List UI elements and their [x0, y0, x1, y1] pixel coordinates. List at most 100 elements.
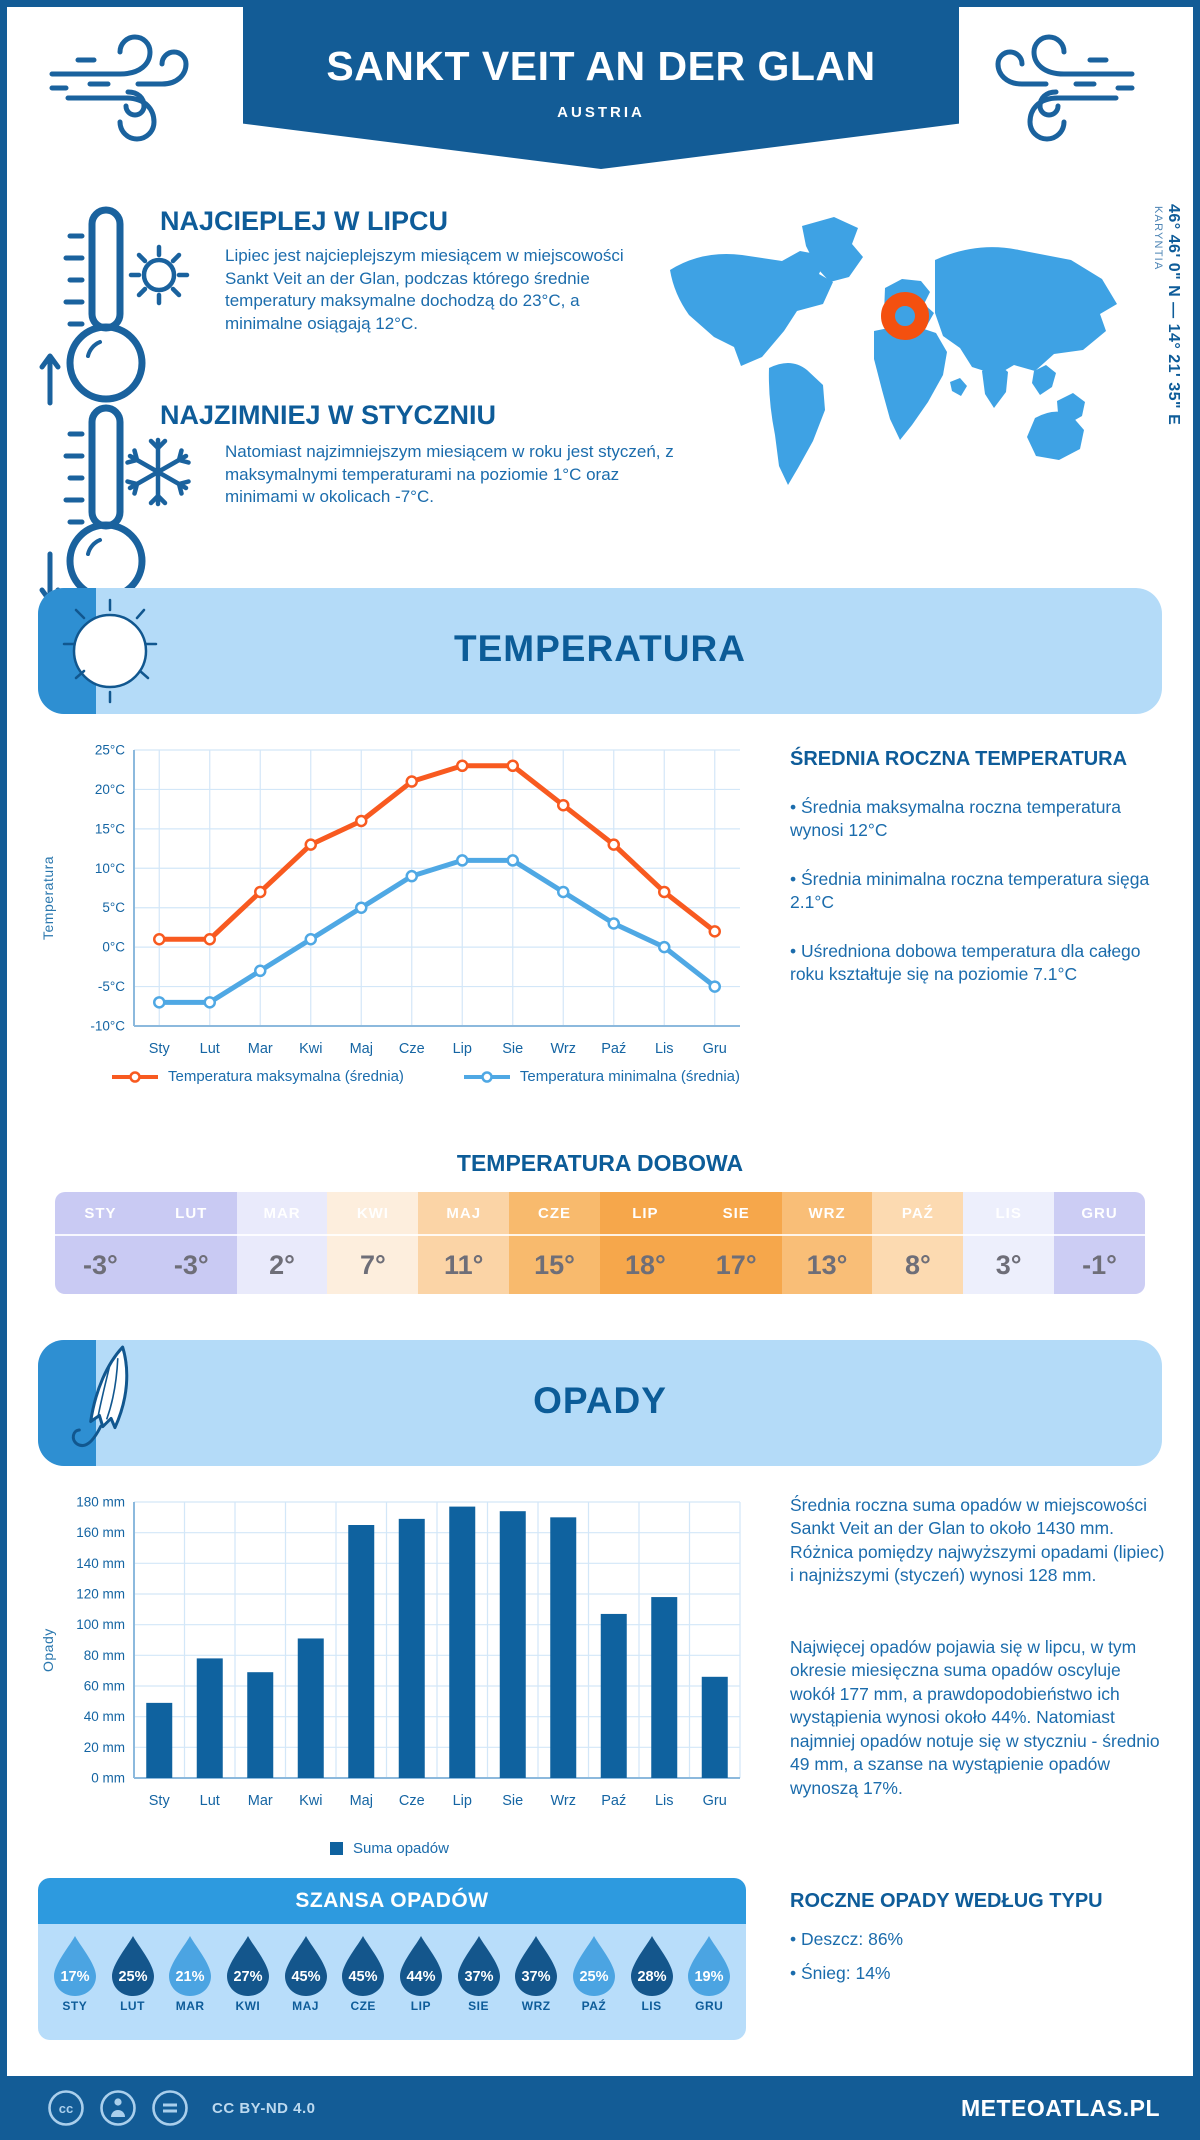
precipitation-section-banner: OPADY — [38, 1340, 1162, 1466]
svg-text:37%: 37% — [522, 1969, 551, 1985]
temp-chart-legend: Temperatura maksymalna (średnia) Tempera… — [112, 1068, 740, 1085]
legend-square-icon — [330, 1842, 343, 1855]
daily-temp-value: 17° — [715, 1249, 757, 1280]
svg-text:Sie: Sie — [502, 1041, 523, 1057]
droplet-icon: 45% — [284, 1936, 327, 1996]
svg-text:100 mm: 100 mm — [76, 1617, 125, 1632]
coordinates-text: 46° 46' 0" N — 14° 21' 35" E — [1165, 204, 1182, 426]
svg-text:0°C: 0°C — [102, 940, 125, 955]
daily-temp-cell: PAŹ 8° — [872, 1192, 964, 1294]
daily-temp-cell: KWI 7° — [327, 1192, 419, 1294]
svg-text:5°C: 5°C — [102, 900, 125, 915]
svg-text:25°C: 25°C — [95, 743, 125, 758]
svg-text:Sty: Sty — [149, 1793, 171, 1809]
droplet-item: 37% WRZ — [507, 1934, 565, 2040]
warmest-text: Lipiec jest najcieplejszym miesiącem w m… — [225, 246, 624, 333]
svg-text:44%: 44% — [406, 1969, 435, 1985]
droplet-month-label: LIS — [641, 1999, 662, 2013]
thermometer-warm-icon — [39, 206, 146, 406]
precipitation-chart: 0 mm 20 mm 40 mm 60 mm 80 mm 100 mm 120 mm 140 … — [72, 1488, 752, 1823]
svg-text:Mar: Mar — [248, 1041, 273, 1057]
brand-label: METEOATLAS.PL — [960, 2094, 1160, 2121]
daily-temp-month: CZE — [509, 1192, 600, 1236]
daily-temp-month: MAR — [236, 1192, 328, 1236]
droplet-icon: 25% — [572, 1936, 615, 1996]
svg-text:0 mm: 0 mm — [91, 1771, 125, 1786]
svg-text:15°C: 15°C — [95, 821, 125, 836]
svg-text:80 mm: 80 mm — [84, 1648, 125, 1663]
svg-text:20°C: 20°C — [95, 782, 125, 797]
svg-text:140 mm: 140 mm — [76, 1556, 125, 1571]
license-label: CC BY-ND 4.0 — [212, 2099, 316, 2117]
droplet-item: 19% GRU — [680, 1934, 738, 2040]
temperature-section-title: TEMPERATURA — [454, 628, 746, 669]
svg-text:45%: 45% — [291, 1969, 320, 1985]
precip-paragraph-1: Średnia roczna suma opadów w miejscowośc… — [790, 1495, 1165, 1586]
attribution-icon — [100, 2090, 136, 2126]
svg-text:Lis: Lis — [655, 1793, 674, 1809]
precip-type-heading: ROCZNE OPADY WEDŁUG TYPU — [790, 1890, 1103, 1912]
svg-text:Sty: Sty — [149, 1041, 171, 1057]
no-derivatives-icon — [152, 2090, 188, 2126]
precip-type-bullet-1: • Deszcz: 86% — [790, 1929, 904, 1949]
wind-icon — [49, 34, 189, 142]
page-border-top — [0, 0, 1200, 7]
svg-text:Wrz: Wrz — [550, 1041, 576, 1057]
svg-text:28%: 28% — [637, 1969, 666, 1985]
svg-text:120 mm: 120 mm — [76, 1587, 125, 1602]
temperature-chart: -10°C -5°C 0°C 5°C 10°C 15°C 20°C 25°C Sty Lut Mar… — [72, 736, 752, 1071]
legend-min-temp: Temperatura minimalna (średnia) — [463, 1068, 740, 1085]
daily-temp-value: -1° — [1082, 1249, 1117, 1280]
daily-temp-value: 15° — [534, 1249, 575, 1280]
svg-text:Paź: Paź — [601, 1041, 626, 1057]
temperature-section-banner: TEMPERATURA — [38, 588, 1162, 714]
sun-small-icon — [128, 244, 190, 306]
daily-temp-title: TEMPERATURA DOBOWA — [456, 1150, 744, 1176]
svg-text:Maj: Maj — [350, 1793, 373, 1809]
location-marker — [881, 292, 929, 340]
droplet-icon: 45% — [342, 1936, 385, 1996]
daily-temp-cell: STY -3° — [55, 1192, 146, 1294]
svg-text:-10°C: -10°C — [90, 1019, 125, 1034]
svg-text:cc: cc — [59, 2101, 73, 2116]
svg-text:37%: 37% — [464, 1969, 493, 1985]
daily-temp-cell: MAJ 11° — [418, 1192, 510, 1294]
daily-temp-value: 3° — [995, 1249, 1022, 1280]
droplet-icon: 37% — [515, 1936, 558, 1996]
droplet-icon: 21% — [169, 1936, 212, 1996]
svg-text:Gru: Gru — [703, 1793, 727, 1809]
svg-text:160 mm: 160 mm — [76, 1525, 125, 1540]
droplet-month-label: WRZ — [521, 1999, 551, 2013]
svg-text:Sie: Sie — [502, 1793, 523, 1809]
daily-temp-month: LIS — [963, 1192, 1055, 1236]
sun-icon — [62, 598, 158, 704]
header-banner: SANKT VEIT AN DER GLAN AUSTRIA — [243, 7, 959, 169]
svg-text:Paź: Paź — [601, 1793, 626, 1809]
droplet-icon: 28% — [630, 1936, 673, 1996]
daily-temp-month: KWI — [327, 1192, 419, 1236]
precip-chance-title: SZANSA OPADÓW — [38, 1878, 746, 1924]
droplet-month-label: CZE — [350, 1999, 376, 2013]
daily-temp-cell: GRU -1° — [1054, 1192, 1145, 1294]
daily-temp-value: -3° — [173, 1249, 209, 1280]
droplet-item: 25% LUT — [104, 1934, 162, 2040]
daily-temp-month: GRU — [1054, 1192, 1145, 1236]
svg-text:Kwi: Kwi — [299, 1041, 322, 1057]
svg-text:Lut: Lut — [200, 1041, 220, 1057]
svg-text:Cze: Cze — [399, 1041, 425, 1057]
daily-temp-cell: MAR 2° — [236, 1192, 328, 1294]
svg-text:10°C: 10°C — [95, 861, 125, 876]
coordinates-block: 46° 46' 0" N — 14° 21' 35" E KARYNTIA — [1152, 204, 1182, 634]
temp-chart-ylabel: Temperatura — [40, 855, 56, 940]
daily-temp-value: 7° — [359, 1249, 386, 1280]
annual-temp-heading: ŚREDNIA ROCZNA TEMPERATURA — [790, 748, 1128, 770]
svg-text:60 mm: 60 mm — [84, 1679, 125, 1694]
precip-paragraph-2: Najwięcej opadów pojawia się w lipcu, w … — [790, 1637, 1160, 1798]
svg-text:Cze: Cze — [399, 1793, 425, 1809]
precip-chart-legend: Suma opadów — [330, 1840, 449, 1857]
legend-max-label: Temperatura maksymalna (średnia) — [168, 1068, 404, 1085]
coldest-text: Natomiast najzimniejszym miesiącem w rok… — [225, 442, 674, 507]
svg-text:40 mm: 40 mm — [84, 1709, 125, 1724]
droplet-icon: 17% — [53, 1936, 96, 1996]
